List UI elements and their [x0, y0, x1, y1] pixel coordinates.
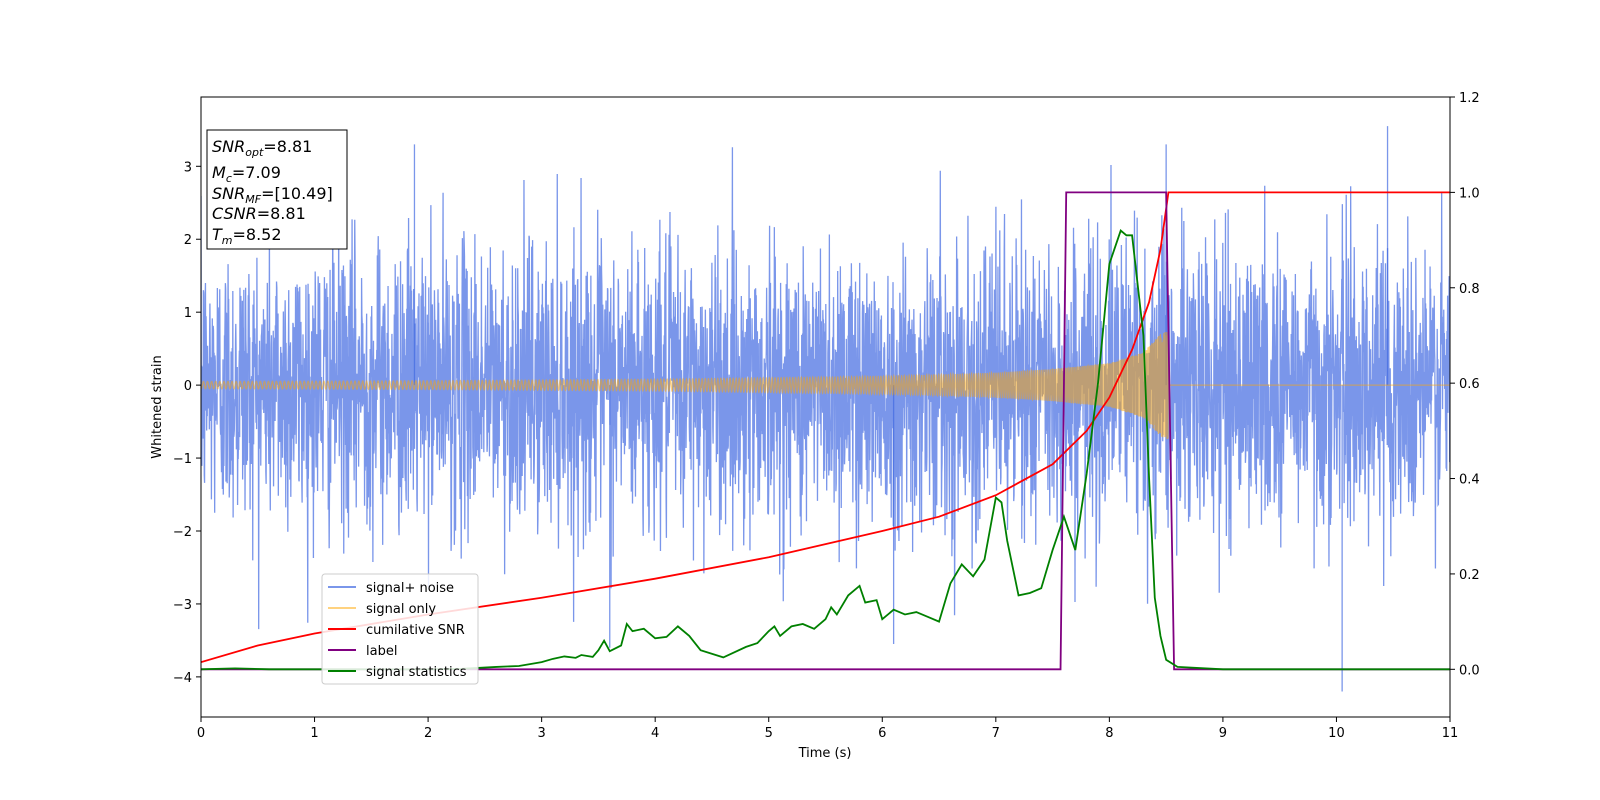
x-tick-label-7: 7: [992, 726, 1000, 741]
info-snr-mf: SNRMF=[10.49]: [212, 184, 333, 206]
legend-label-1: signal only: [366, 602, 436, 617]
legend-label-2: cumilative SNR: [366, 623, 465, 638]
y-tick-label-left-0: 0: [184, 379, 192, 394]
series-signal-statistics-line: [201, 229, 1450, 671]
y-tick-label-right-1.0: 1.0: [1459, 186, 1480, 201]
y-tick-label-right-0.0: 0.0: [1459, 663, 1480, 678]
axes: 0 1 2 3 4 5 6 7 8 9 10 11 −4 −3 −2 −1 0 1 2 3 0.0 0.2 0.4 0.6 0.…: [173, 91, 1480, 741]
y-axis-label-left: Whitened strain: [150, 355, 165, 458]
x-tick-label-0: 0: [197, 726, 205, 741]
info-box-frame: [206, 129, 348, 250]
y-tick-label-left--1: −1: [173, 452, 192, 467]
info-box: SNRopt=8.81 Mc=7.09 SNRMF=[10.49] CSNR=8…: [206, 129, 348, 250]
legend-label-0: signal+ noise: [366, 581, 454, 596]
x-tick-label-5: 5: [765, 726, 773, 741]
legend-label-4: signal statistics: [366, 665, 467, 680]
y-tick-label-right-1.2: 1.2: [1459, 91, 1480, 106]
y-tick-label-left--2: −2: [173, 525, 192, 540]
legend: signal+ noise signal only cumilative SNR la…: [321, 573, 479, 685]
series-signal-noise-line: [201, 147, 1450, 630]
info-tm: Tm=8.52: [212, 225, 282, 247]
x-tick-label-8: 8: [1105, 726, 1113, 741]
info-snr-opt: SNRopt=8.81: [212, 137, 312, 159]
x-tick-label-4: 4: [651, 726, 659, 741]
info-csnr: CSNR=8.81: [212, 204, 306, 223]
x-tick-label-9: 9: [1219, 726, 1227, 741]
y-tick-label-left-1: 1: [184, 306, 192, 321]
y-tick-label-left-2: 2: [184, 233, 192, 248]
x-tick-label-11: 11: [1442, 726, 1459, 741]
legend-frame: [321, 573, 479, 685]
legend-label-3: label: [366, 644, 397, 659]
y-tick-label-left-3: 3: [184, 160, 192, 175]
series-signal-only-line: [201, 331, 1450, 440]
y-tick-label-right-0.8: 0.8: [1459, 282, 1480, 297]
y-tick-label-left--4: −4: [173, 671, 192, 686]
y-tick-label-right-0.2: 0.2: [1459, 568, 1480, 583]
x-axis-label: Time (s): [798, 746, 852, 761]
y-tick-label-left--3: −3: [173, 598, 192, 613]
x-tick-label-6: 6: [878, 726, 886, 741]
x-tick-label-10: 10: [1328, 726, 1345, 741]
plot-frame: [200, 96, 1451, 718]
x-tick-label-3: 3: [537, 726, 545, 741]
y-tick-label-right-0.6: 0.6: [1459, 377, 1480, 392]
info-mc: Mc=7.09: [212, 163, 281, 185]
y-tick-label-right-0.4: 0.4: [1459, 473, 1480, 488]
x-tick-label-2: 2: [424, 726, 432, 741]
x-tick-label-1: 1: [310, 726, 318, 741]
